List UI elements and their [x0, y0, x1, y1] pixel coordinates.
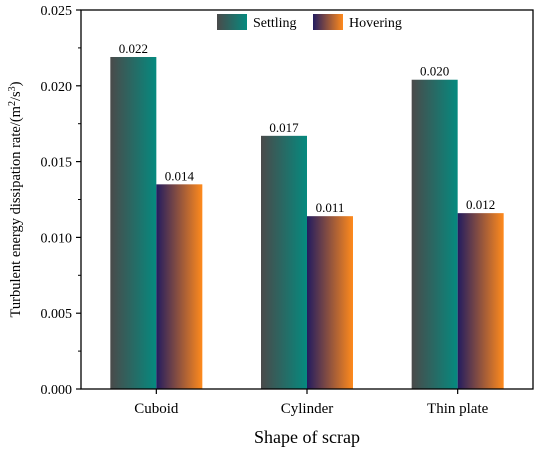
- legend-item-hovering: Hovering: [313, 14, 402, 31]
- data-label: 0.012: [466, 197, 495, 212]
- legend-item-settling: Settling: [217, 14, 297, 31]
- legend-swatch: [217, 14, 247, 30]
- y-tick-label: 0.015: [41, 156, 73, 171]
- legend: Settling Hovering: [217, 14, 402, 31]
- bar-settling-cylinder: [261, 135, 307, 389]
- ticks-layer: [76, 9, 459, 394]
- y-tick-label: 0.010: [41, 231, 73, 246]
- legend-label: Hovering: [349, 16, 402, 31]
- y-tick-label: 0.000: [41, 383, 73, 398]
- y-axis-title: Turbulent energy dissipation rate/(m2/s3…: [7, 81, 25, 317]
- data-label: 0.020: [420, 64, 449, 79]
- labels-layer: 0.022 0.014 Cuboid 0.017 0.011 Cylinder 0.020 0…: [41, 4, 496, 417]
- bar-hovering-thin-plate: [457, 213, 504, 389]
- data-label: 0.022: [119, 41, 148, 56]
- bar-hovering-cylinder: [307, 216, 353, 389]
- bar-hovering-cuboid: [156, 184, 203, 389]
- x-axis-title: Shape of scrap: [254, 427, 360, 447]
- y-tick-label: 0.005: [41, 307, 73, 322]
- legend-label: Settling: [253, 16, 297, 31]
- data-label: 0.017: [269, 120, 299, 135]
- y-tick-label: 0.025: [41, 4, 73, 19]
- bar-settling-cuboid: [110, 56, 157, 389]
- bar-settling-thin-plate: [411, 79, 458, 390]
- x-tick-label: Cuboid: [134, 401, 179, 417]
- y-tick-label: 0.020: [41, 80, 73, 95]
- bars-layer: [110, 56, 504, 390]
- legend-swatch: [313, 14, 343, 30]
- x-tick-label: Thin plate: [427, 401, 489, 417]
- x-tick-label: Cylinder: [281, 401, 334, 417]
- data-label: 0.011: [316, 200, 345, 215]
- data-label: 0.014: [165, 168, 195, 183]
